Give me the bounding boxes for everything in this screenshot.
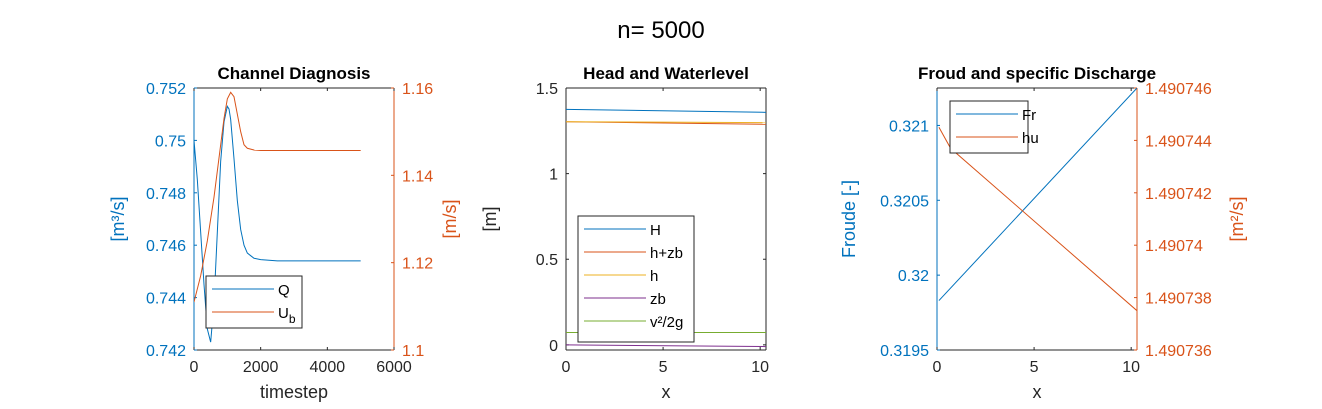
x-tick-label: 5: [659, 359, 668, 376]
chart-head-and-waterlevel: Head and Waterlevel 0 5 10 x 0 0.5 1 1.5 [m] Hh+zb…: [480, 64, 769, 402]
x-axis-label: timestep: [260, 382, 328, 402]
y-tick-label-right: 1.1: [402, 343, 424, 360]
y-tick-label-left: 0.746: [146, 238, 186, 255]
y-tick-label-left: 0.32: [898, 268, 929, 285]
y-tick-label-left: 0.3205: [880, 193, 929, 210]
legend-label: zb: [650, 291, 666, 308]
x-tick-label: 0: [933, 359, 942, 376]
legend-box: [949, 100, 1029, 154]
legend-label-subscript: b: [289, 312, 296, 326]
legend-label: h+zb: [650, 245, 683, 262]
y-tick-label-left: 0.748: [146, 186, 186, 203]
legend-label: v²/2g: [650, 314, 683, 331]
y-axis-label-left: Froude [-]: [839, 180, 859, 258]
y-axis-label-left: [m³/s]: [108, 197, 128, 242]
y-axis-label-left: [m]: [480, 207, 500, 232]
legend-label: Q: [278, 282, 290, 299]
series-line-h: [566, 108, 766, 113]
series-line-hu: [938, 127, 1137, 312]
chart-title: Froud and specific Discharge: [918, 64, 1156, 83]
y-axis-label-right: [m/s]: [440, 200, 460, 239]
series-line-u: [194, 91, 361, 303]
y-axis-label-right: [m²/s]: [1227, 197, 1247, 242]
legend-box: [205, 275, 303, 329]
x-axis-label: x: [1033, 382, 1042, 402]
y-tick-label-right: 1.49074: [1145, 238, 1203, 255]
y-tick-label-left: 0.742: [146, 343, 186, 360]
chart-channel-diagnosis: Channel Diagnosis 0 2000 4000 6000 timestep 0.…: [108, 64, 460, 402]
x-tick-label: 10: [1122, 359, 1140, 376]
y-tick-label-right: 1.14: [402, 168, 433, 185]
y-tick-label-right: 1.16: [402, 81, 433, 98]
series-line-fr: [938, 88, 1137, 301]
y-tick-label-right: 1.490744: [1145, 133, 1212, 150]
y-tick-label-left: 0: [549, 338, 558, 355]
series-line-h: [566, 121, 766, 124]
y-tick-label-right: 1.490746: [1145, 81, 1212, 98]
y-tick-label-right: 1.490742: [1145, 186, 1212, 203]
x-tick-label: 4000: [310, 359, 346, 376]
figure-suptitle: n= 5000: [617, 17, 704, 44]
x-tick-label: 10: [751, 359, 769, 376]
legend-label: hu: [1022, 130, 1039, 147]
series-line-zb: [566, 344, 766, 348]
chart-title: Channel Diagnosis: [217, 64, 370, 83]
y-tick-label-left: 0.5: [536, 252, 558, 269]
legend-label: H: [650, 222, 661, 239]
y-tick-label-left: 1: [549, 167, 558, 184]
legend-label: Fr: [1022, 107, 1036, 124]
x-tick-label: 0: [190, 359, 199, 376]
chart-froud-and-specific-discharge: Froud and specific Discharge 0 5 10 x 0.3195 0…: [839, 64, 1247, 402]
y-tick-label-right: 1.490738: [1145, 291, 1212, 308]
y-tick-label-left: 0.752: [146, 81, 186, 98]
x-tick-label: 5: [1030, 359, 1039, 376]
x-tick-label: 0: [562, 359, 571, 376]
y-tick-label-left: 1.5: [536, 81, 558, 98]
x-tick-label: 6000: [376, 359, 412, 376]
y-tick-label-right: 1.12: [402, 256, 433, 273]
y-tick-label-left: 0.744: [146, 291, 186, 308]
y-tick-label-right: 1.490736: [1145, 343, 1212, 360]
y-tick-label-left: 0.321: [889, 118, 929, 135]
legend-label: h: [650, 268, 658, 285]
chart-title: Head and Waterlevel: [583, 64, 749, 83]
series-line-q: [194, 105, 361, 343]
x-tick-label: 2000: [243, 359, 279, 376]
y-tick-label-left: 0.3195: [880, 343, 929, 360]
x-axis-label: x: [662, 382, 671, 402]
y-tick-label-left: 0.75: [155, 133, 186, 150]
